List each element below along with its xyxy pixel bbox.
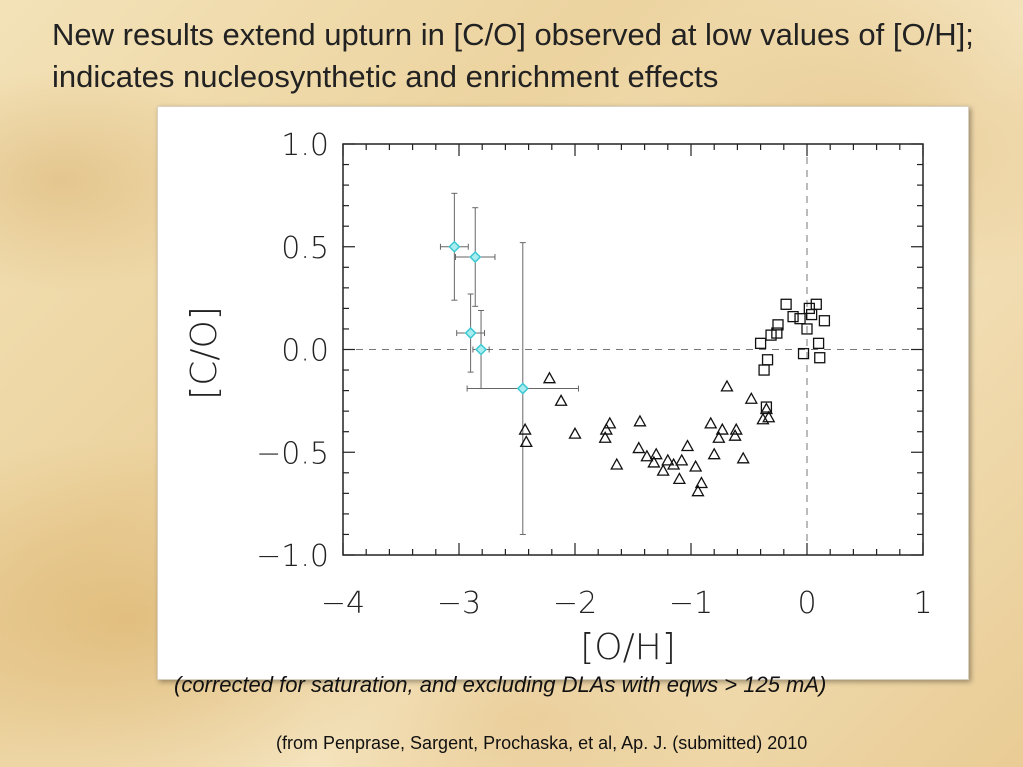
- square-point: [787, 310, 799, 323]
- triangle-point: [656, 463, 670, 476]
- y-tick-label: 0.5: [281, 231, 329, 266]
- triangle-point: [720, 379, 734, 392]
- x-tick-label: 0: [797, 586, 816, 621]
- triangle-point: [728, 428, 742, 441]
- triangle-point: [715, 422, 729, 435]
- triangle-point: [672, 472, 687, 485]
- triangle-point: [632, 441, 646, 454]
- x-axis-title: [O/H]: [580, 627, 676, 668]
- square-point: [794, 313, 806, 325]
- triangle-point: [647, 455, 661, 468]
- square-point: [812, 337, 825, 349]
- triangle-point: [542, 371, 557, 384]
- diamond-point: [464, 326, 477, 340]
- square-point: [810, 298, 822, 310]
- diamond-point: [516, 382, 529, 395]
- square-point: [803, 302, 815, 315]
- triangle-point: [680, 439, 695, 452]
- y-tick-label: −1.0: [256, 539, 329, 574]
- figure-frame: −4 −3 −2 −1 0 1 −1.0 −0.5 0.0 0.5 1.0 [O/H] [C/O]: [157, 106, 969, 680]
- triangle-point: [603, 416, 617, 429]
- figure-caption: (corrected for saturation, and excluding…: [174, 672, 827, 697]
- square-point: [771, 327, 783, 339]
- y-tick-label: 1.0: [281, 128, 329, 163]
- square-point: [797, 347, 810, 360]
- x-tick-label: −1: [669, 586, 713, 621]
- triangle-point: [649, 447, 663, 460]
- triangle-point: [568, 426, 582, 439]
- triangle-point: [519, 435, 533, 448]
- y-axis-title: [C/O]: [184, 306, 225, 400]
- diamond-point: [469, 250, 482, 264]
- triangle-point: [640, 449, 654, 462]
- square-point: [805, 308, 818, 321]
- square-point: [772, 319, 784, 331]
- triangle-point: [689, 459, 703, 472]
- triangle-point: [729, 422, 743, 435]
- plot-area: −4 −3 −2 −1 0 1 −1.0 −0.5 0.0 0.5 1.0: [256, 128, 932, 621]
- scatter-chart: −4 −3 −2 −1 0 1 −1.0 −0.5 0.0 0.5 1.0 [O/H] [C/O]: [184, 128, 933, 668]
- x-tick-label: 1: [913, 586, 932, 621]
- triangle-point: [675, 453, 689, 466]
- square-point: [758, 364, 770, 376]
- square-point: [801, 323, 813, 335]
- square-point: [814, 352, 826, 364]
- triangle-point: [599, 422, 613, 435]
- triangle-point: [762, 410, 776, 423]
- triangle-point: [704, 416, 718, 429]
- square-point: [761, 354, 774, 366]
- diamond-point: [448, 240, 461, 253]
- square-point: [760, 401, 773, 413]
- square-point: [754, 337, 767, 349]
- triangle-point: [756, 412, 770, 425]
- x-tick-label: −4: [321, 586, 365, 621]
- triangle-point: [744, 391, 758, 404]
- triangle-point: [694, 476, 709, 489]
- triangle-point: [736, 451, 750, 464]
- square-point: [818, 315, 831, 327]
- triangle-point: [598, 431, 612, 443]
- triangle-point: [712, 431, 726, 443]
- y-tick-label: 0.0: [281, 334, 329, 369]
- x-tick-label: −3: [437, 586, 481, 621]
- square-point: [765, 329, 777, 341]
- source-citation: (from Penprase, Sargent, Prochaska, et a…: [276, 733, 808, 753]
- triangle-point: [610, 457, 624, 470]
- slide-title: New results extend upturn in [C/O] obser…: [52, 17, 974, 94]
- triangle-point: [661, 453, 675, 466]
- x-tick-label: −2: [553, 586, 597, 621]
- triangle-point: [554, 394, 568, 406]
- triangle-point: [691, 484, 705, 497]
- triangle-point: [707, 447, 721, 460]
- triangle-point: [666, 457, 681, 470]
- diamond-point: [474, 343, 488, 356]
- square-point: [780, 298, 792, 310]
- y-tick-label: −0.5: [256, 436, 329, 471]
- triangle-point: [518, 422, 532, 435]
- triangle-point: [759, 402, 774, 415]
- triangle-point: [633, 414, 647, 427]
